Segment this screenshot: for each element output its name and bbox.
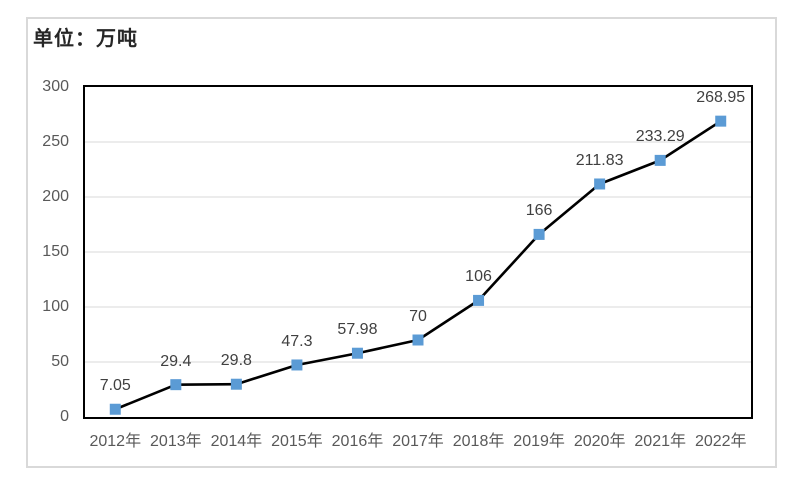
x-axis-category-label: 2020年 xyxy=(573,433,626,450)
x-axis-category-label: 2016年 xyxy=(331,433,384,450)
data-point-label: 7.05 xyxy=(99,377,131,395)
plot-area xyxy=(83,85,753,419)
data-point-label: 57.98 xyxy=(337,321,378,339)
data-point-label: 29.8 xyxy=(220,352,252,370)
data-point-marker xyxy=(351,347,363,359)
y-axis-tick-label: 250 xyxy=(42,133,69,150)
data-point-label: 29.4 xyxy=(160,352,192,370)
data-point-label: 47.3 xyxy=(281,332,313,350)
x-axis-category-label: 2019年 xyxy=(513,433,565,450)
y-axis-tick-label: 0 xyxy=(60,408,69,425)
data-point-marker xyxy=(109,403,121,415)
x-axis-category-label: 2013年 xyxy=(150,433,202,450)
data-point-marker xyxy=(291,359,303,371)
data-point-label: 268.95 xyxy=(696,89,746,107)
y-axis-tick-label: 200 xyxy=(42,188,69,205)
data-point-label: 106 xyxy=(465,268,492,286)
chart-canvas xyxy=(85,115,751,415)
x-axis-category-label: 2018年 xyxy=(452,433,505,450)
x-axis-category-label: 2021年 xyxy=(634,433,686,450)
data-point-label: 233.29 xyxy=(635,128,685,146)
data-point-label: 166 xyxy=(525,202,553,220)
x-axis-category-label: 2015年 xyxy=(271,433,323,450)
x-axis: 2012年 2013年 2014年 2015年 2016年 2017年 2018年 2019年… xyxy=(85,431,751,453)
y-axis-tick-label: 300 xyxy=(42,78,69,95)
x-axis-category-label: 2017年 xyxy=(392,433,444,450)
x-axis-category-label: 2012年 xyxy=(89,433,142,450)
x-axis-category-label: 2022年 xyxy=(694,433,747,450)
data-point-marker xyxy=(230,378,242,390)
data-point-label: 211.83 xyxy=(575,151,624,169)
data-point-marker xyxy=(533,228,545,240)
y-axis-tick-label: 100 xyxy=(42,298,69,315)
data-point-marker xyxy=(170,379,182,391)
data-point-marker xyxy=(715,115,727,127)
data-point-marker xyxy=(412,334,424,346)
data-point-label: 70 xyxy=(409,308,427,325)
data-point-marker xyxy=(594,178,606,190)
data-point-marker xyxy=(473,294,485,306)
data-point-marker xyxy=(654,154,666,166)
x-axis-category-label: 2014年 xyxy=(210,433,263,450)
y-axis-tick-label: 150 xyxy=(42,243,69,260)
unit-label: 单位：万吨 xyxy=(33,26,138,50)
y-axis-tick-label: 50 xyxy=(51,353,69,370)
